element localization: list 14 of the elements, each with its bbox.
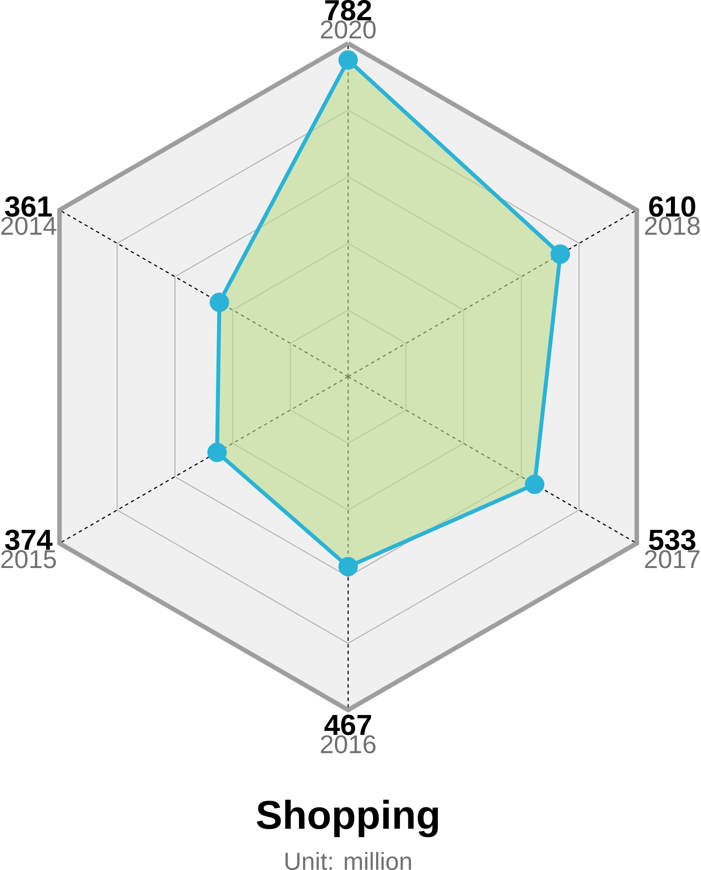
spoke-label: 2018: [645, 216, 700, 235]
spoke-label: 2016: [321, 735, 376, 754]
spoke-label: 2014: [1, 216, 56, 235]
spoke-label: 2015: [1, 550, 56, 568]
text: 533: [649, 530, 696, 550]
text: 374: [5, 530, 53, 550]
spoke-label: 2017: [645, 550, 700, 568]
text: 361: [5, 196, 52, 217]
text: 782: [325, 0, 372, 21]
text: 467: [324, 714, 372, 736]
text: 610: [649, 196, 696, 217]
text: Unit: million: [286, 852, 412, 870]
text: Shopping: [256, 800, 438, 838]
spoke-label: 2020: [321, 20, 376, 39]
